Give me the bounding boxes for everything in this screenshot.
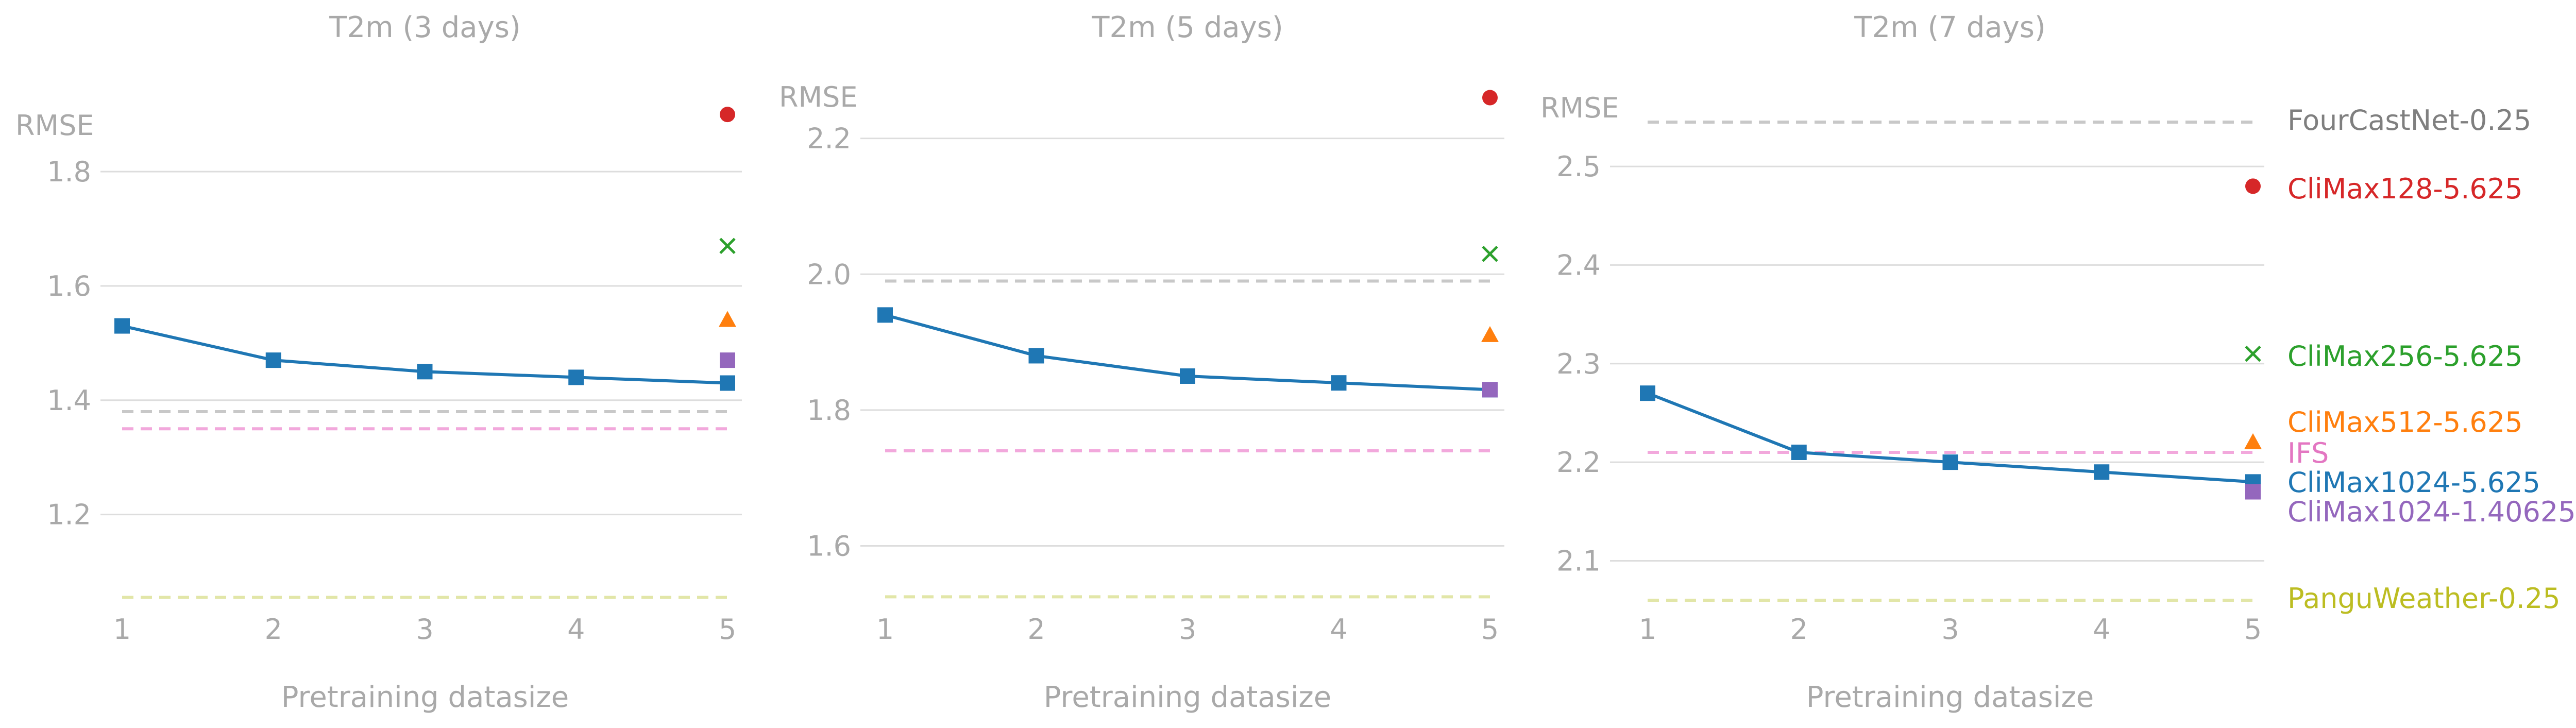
legend-label-ifs: IFS [2287, 437, 2329, 469]
data-point-climax128-5-625 [720, 107, 735, 123]
x-tick-label: 5 [2244, 613, 2262, 646]
chart-title: T2m (3 days) [329, 11, 521, 44]
x-tick-label: 1 [1639, 613, 1656, 646]
chart-title: T2m (7 days) [1854, 11, 2046, 44]
y-tick-label: 1.4 [47, 384, 91, 417]
data-point-climax1024-5-625 [1028, 348, 1044, 364]
y-tick-label: 2.3 [1556, 348, 1601, 380]
data-point-climax1024-5-625 [720, 375, 735, 391]
x-tick-label: 3 [416, 613, 433, 646]
data-point-climax1024-5-625 [2094, 464, 2110, 480]
data-point-climax128-5-625 [2245, 178, 2261, 194]
legend-label-climax128: CliMax128-5.625 [2287, 173, 2523, 205]
chart-panel-2: T2m (5 days) RMSE 1.6 1.8 2.0 2.2 1 2 3 4 5 Pretrai… [779, 11, 1504, 714]
x-tick-label: 5 [1481, 613, 1499, 646]
data-point-climax512-5-625 [1481, 326, 1499, 342]
x-tick-label: 1 [113, 613, 131, 646]
y-tick-label: 2.2 [807, 123, 851, 155]
chart-panels: T2m (3 days) RMSE 1.2 1.4 1.6 1.8 1 2 3 4 5 Pretrai… [15, 11, 2264, 714]
data-point-climax1024-5-625 [1331, 375, 1347, 391]
y-tick-label: 1.6 [807, 530, 851, 563]
y-tick-label: 2.5 [1556, 150, 1601, 183]
data-point-climax1024-5-625 [1180, 368, 1195, 384]
data-point-climax1024-1-40625 [720, 352, 735, 368]
data-point-climax1024-5-625 [1640, 385, 1655, 401]
data-point-climax256-5-625 [2245, 345, 2261, 362]
x-axis-label: Pretraining datasize [1806, 681, 2094, 714]
x-tick-label: 3 [1179, 613, 1196, 646]
data-point-climax256-5-625 [1482, 245, 1498, 262]
legend-label-pangu: PanguWeather-0.25 [2287, 582, 2561, 615]
y-tick-label: 1.8 [807, 394, 851, 427]
data-point-climax1024-5-625 [877, 307, 893, 323]
legend-label-climax512: CliMax512-5.625 [2287, 406, 2523, 438]
x-tick-label: 4 [1330, 613, 1347, 646]
x-tick-label: 1 [876, 613, 894, 646]
x-tick-label: 5 [719, 613, 736, 646]
x-tick-label: 4 [567, 613, 585, 646]
x-tick-label: 2 [1027, 613, 1045, 646]
data-point-climax1024-5-625 [1942, 454, 1958, 470]
x-axis-label: Pretraining datasize [1044, 681, 1332, 714]
legend-label-fourcastnet: FourCastNet-0.25 [2287, 104, 2531, 137]
y-tick-label: 2.0 [807, 258, 851, 291]
y-tick-label: 1.2 [47, 499, 91, 531]
y-axis-label: RMSE [15, 109, 94, 142]
y-axis-label: RMSE [779, 81, 858, 113]
x-tick-label: 4 [2093, 613, 2110, 646]
y-tick-label: 1.8 [47, 156, 91, 188]
y-tick-label: 2.2 [1556, 446, 1601, 479]
x-tick-label: 2 [265, 613, 282, 646]
data-point-climax1024-5-625 [265, 352, 281, 368]
data-point-climax256-5-625 [719, 238, 736, 255]
data-point-climax1024-5-625 [568, 369, 584, 385]
data-point-climax1024-5-625 [417, 364, 433, 380]
chart-panel-1: T2m (3 days) RMSE 1.2 1.4 1.6 1.8 1 2 3 4 5 Pretrai… [15, 11, 742, 714]
legend-label-climax1024: CliMax1024-5.625 [2287, 466, 2540, 499]
data-point-climax1024-1-40625 [1482, 382, 1498, 398]
data-point-climax1024-5-625 [1791, 444, 1807, 460]
legend-label-climax256: CliMax256-5.625 [2287, 340, 2523, 373]
data-point-climax512-5-625 [719, 311, 736, 327]
y-tick-label: 1.6 [47, 270, 91, 302]
data-point-climax1024-5-625 [114, 318, 130, 334]
x-tick-label: 3 [1941, 613, 1959, 646]
data-point-climax128-5-625 [1482, 90, 1498, 106]
y-tick-label: 2.1 [1556, 545, 1601, 577]
data-point-climax512-5-625 [2244, 433, 2262, 449]
y-axis-label: RMSE [1540, 92, 1619, 124]
chart-title: T2m (5 days) [1091, 11, 1283, 44]
data-point-climax1024-1-40625 [2245, 484, 2261, 500]
x-axis-label: Pretraining datasize [281, 681, 569, 714]
chart-panel-3: T2m (7 days) RMSE 2.1 2.2 2.3 2.4 2.5 1 2 3 4 5 Pret… [1540, 11, 2264, 714]
y-tick-label: 2.4 [1556, 249, 1601, 281]
x-tick-label: 2 [1790, 613, 1808, 646]
legend-label-climax1024-hr: CliMax1024-1.40625 [2287, 496, 2576, 528]
legend: FourCastNet-0.25 CliMax128-5.625 CliMax2… [2287, 104, 2576, 615]
